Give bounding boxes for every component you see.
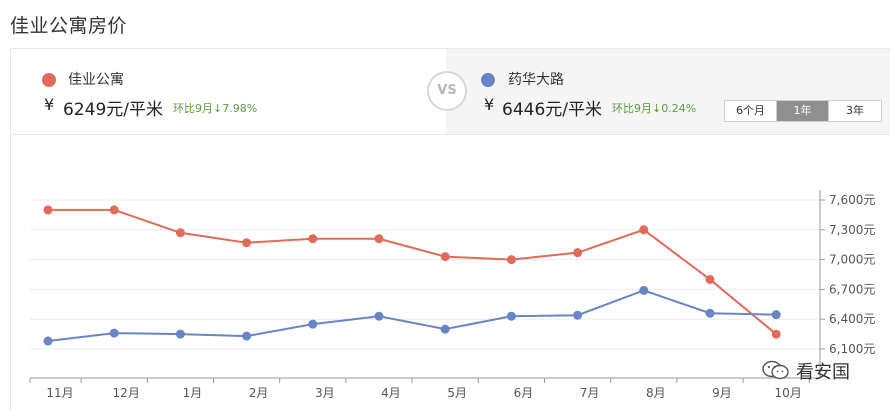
left-currency: ¥ xyxy=(44,95,55,114)
right-change: 环比9月↓0.24% xyxy=(612,102,697,115)
right-name: 药华大路 xyxy=(508,72,564,88)
compare-left: 佳业公寓 ¥ 6249元/平米 环比9月↓7.98% xyxy=(11,49,446,134)
tab-3-years[interactable]: 3年 xyxy=(829,101,881,121)
right-currency: ¥ xyxy=(484,95,495,114)
page-title: 佳业公寓房价 xyxy=(10,15,128,37)
left-price: 6249元/平米 xyxy=(63,100,163,120)
tab-1-year[interactable]: 1年 xyxy=(777,101,829,121)
right-series-dot xyxy=(481,73,495,87)
tab-6-months[interactable]: 6个月 xyxy=(725,101,777,121)
left-name: 佳业公寓 xyxy=(68,72,124,88)
right-price: 6446元/平米 xyxy=(502,100,602,120)
watermark-text: 看安国 xyxy=(796,362,850,383)
wechat-icon xyxy=(762,360,789,380)
left-series-dot xyxy=(42,73,56,87)
compare-header: 佳业公寓 ¥ 6249元/平米 环比9月↓7.98% 药华大路 ¥ 6446元/… xyxy=(11,49,890,135)
time-range-tabs: 6个月 1年 3年 xyxy=(724,100,882,122)
vs-badge: VS xyxy=(427,71,467,111)
left-change: 环比9月↓7.98% xyxy=(173,102,258,115)
